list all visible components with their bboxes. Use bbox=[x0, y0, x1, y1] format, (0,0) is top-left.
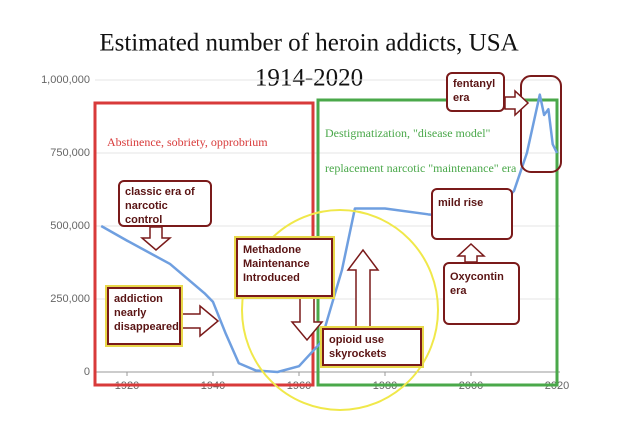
callout: addiction nearly disappeared bbox=[107, 287, 181, 345]
peak-box bbox=[520, 75, 562, 173]
arrow bbox=[179, 304, 220, 338]
arrow bbox=[504, 89, 530, 117]
y-tick-label: 0 bbox=[84, 366, 90, 378]
y-tick-label: 500,000 bbox=[50, 220, 90, 232]
arrow bbox=[290, 296, 324, 342]
era-label: replacement narcotic "maintenance" era bbox=[325, 161, 517, 175]
highlight-circle bbox=[241, 209, 439, 411]
callout: opioid use skyrockets bbox=[322, 328, 422, 366]
callout: fentanyl era bbox=[446, 72, 505, 112]
arrow bbox=[456, 242, 486, 263]
chart-subtitle: 1914-2020 bbox=[255, 65, 363, 92]
callout: mild rise bbox=[431, 188, 513, 240]
callout: classic era of narcotic control bbox=[118, 180, 212, 227]
era-label: Abstinence, sobriety, opprobrium bbox=[107, 135, 268, 149]
y-tick-label: 1,000,000 bbox=[41, 74, 90, 86]
y-tick-label: 750,000 bbox=[50, 147, 90, 159]
era-label: Destigmatization, "disease model" bbox=[325, 126, 491, 140]
arrow bbox=[346, 248, 380, 329]
arrow bbox=[139, 226, 173, 251]
data-line bbox=[100, 93, 559, 374]
y-tick-label: 250,000 bbox=[50, 293, 90, 305]
callout: Methadone Maintenance Introduced bbox=[236, 238, 333, 297]
chart-title: Estimated number of heroin addicts, USA bbox=[99, 30, 518, 57]
callout: Oxycontin era bbox=[443, 262, 520, 325]
